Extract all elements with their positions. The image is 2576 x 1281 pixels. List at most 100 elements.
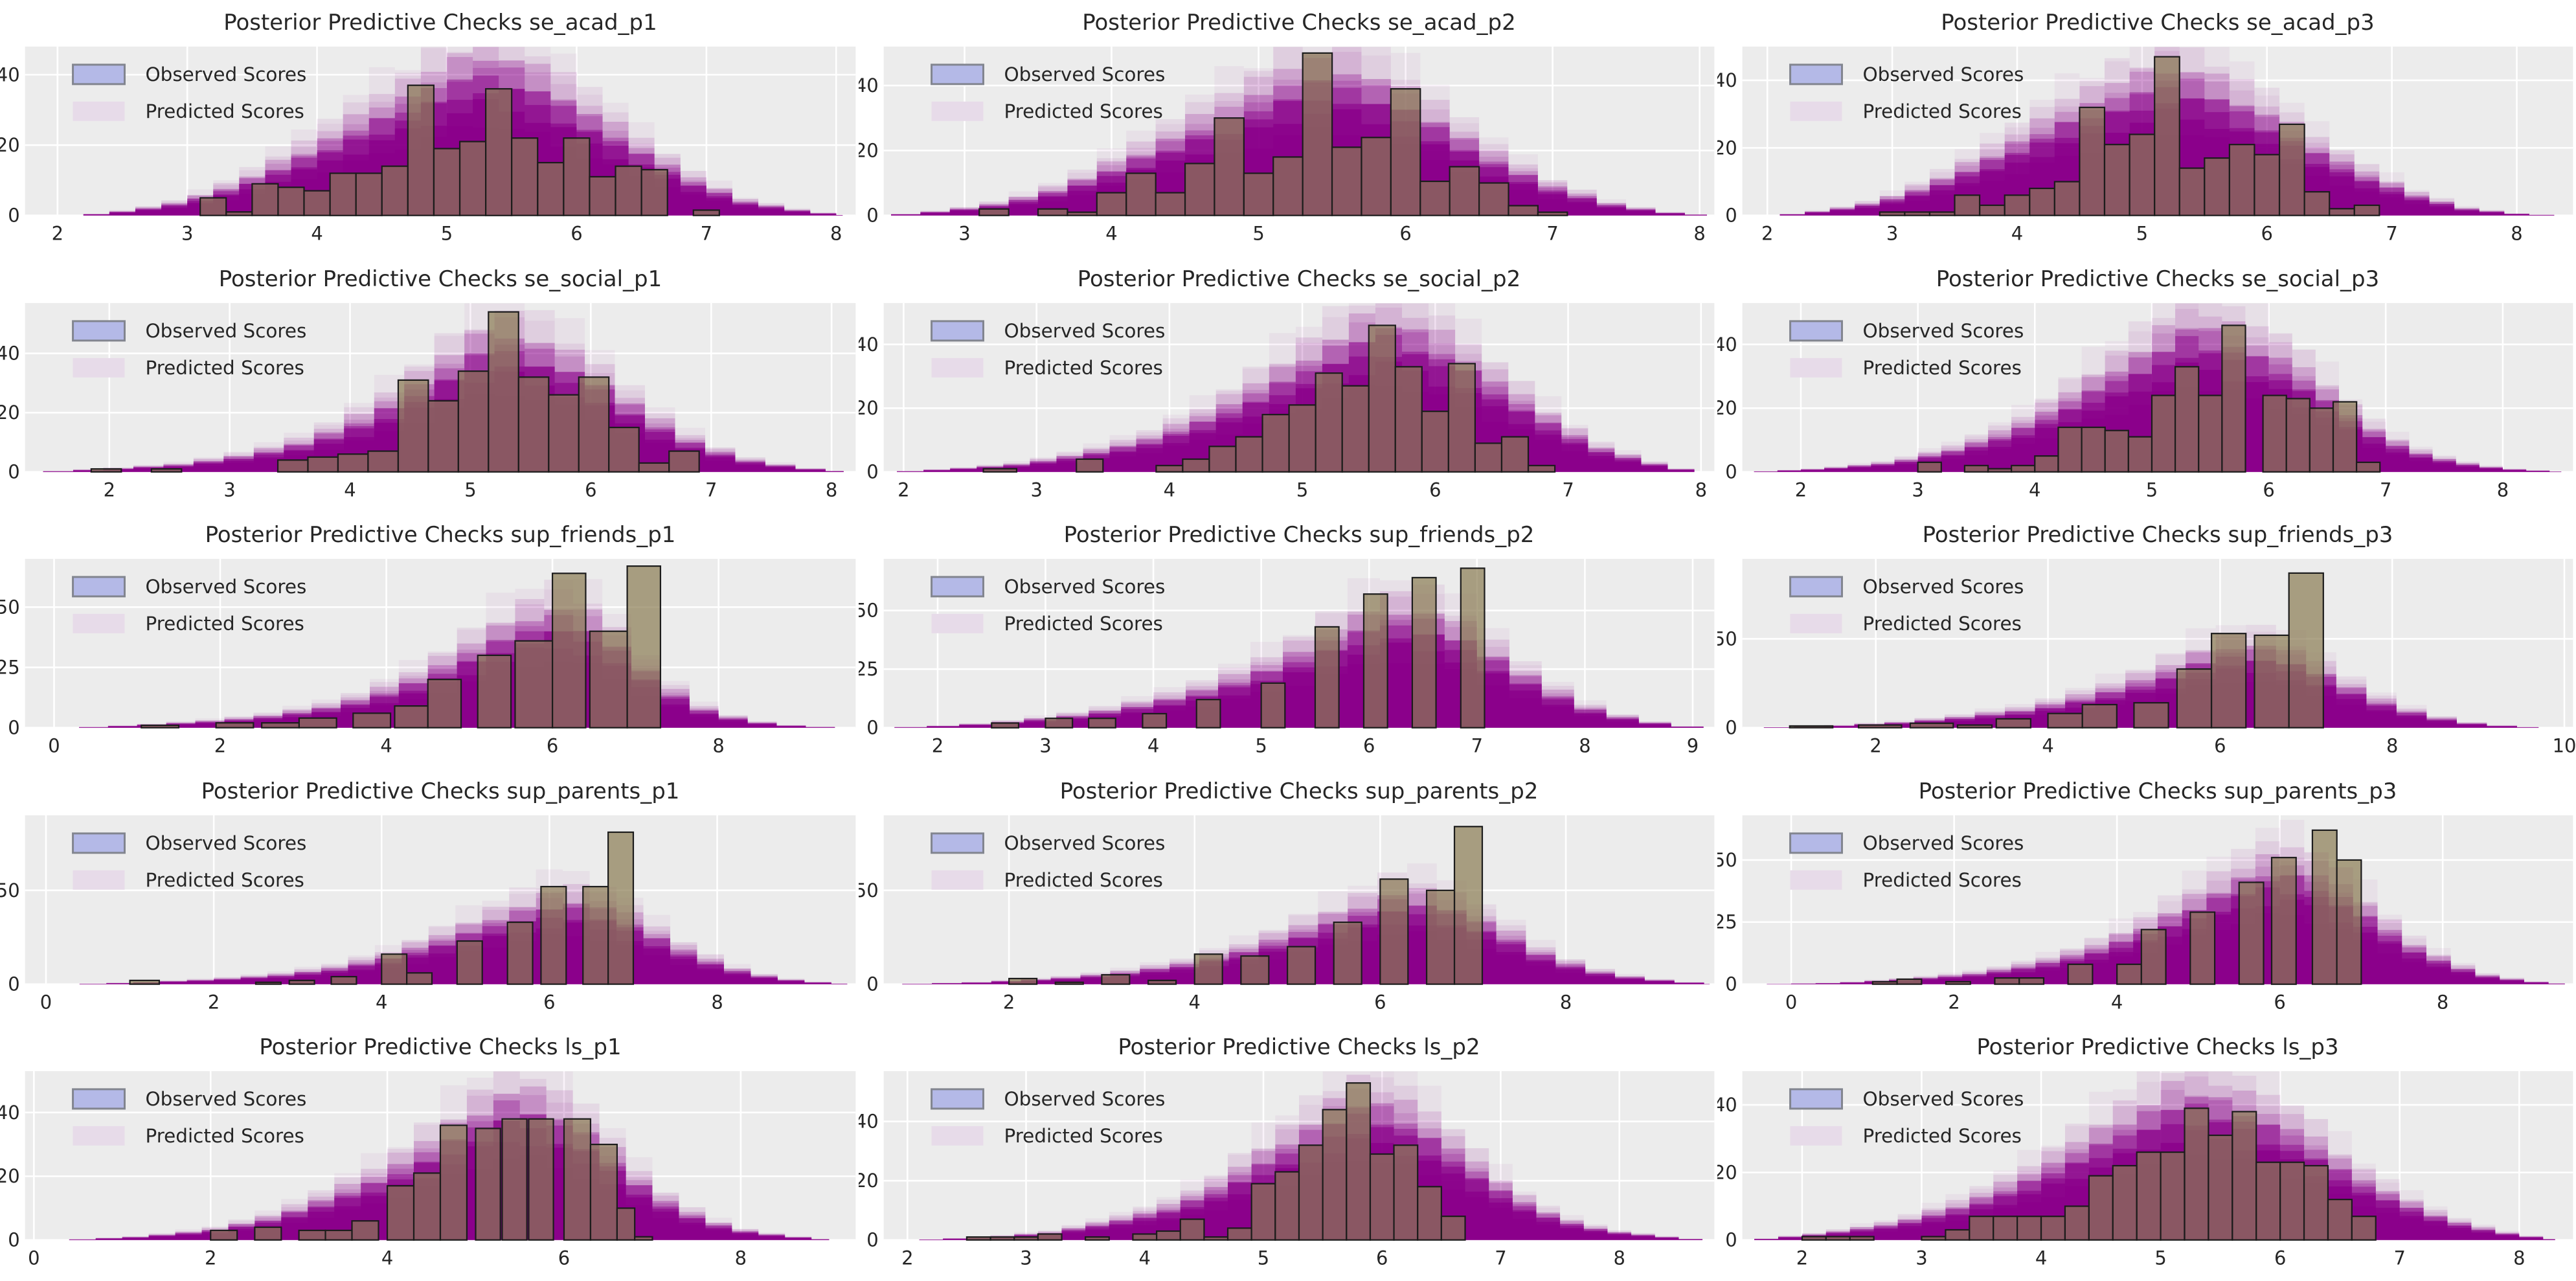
observed-bar bbox=[607, 831, 635, 985]
observed-bar bbox=[2127, 436, 2153, 473]
observed-bar bbox=[1460, 567, 1486, 729]
observed-bar bbox=[351, 1220, 379, 1241]
observed-bar bbox=[1508, 205, 1539, 216]
observed-bar bbox=[1362, 593, 1388, 729]
observed-bar bbox=[552, 572, 587, 729]
observed-bar bbox=[1208, 445, 1237, 473]
x-tick-label: 10 bbox=[2553, 735, 2576, 757]
y-tick-label: 25 bbox=[1717, 911, 1737, 933]
observed-bar bbox=[2303, 191, 2331, 216]
observed-bar bbox=[1527, 464, 1556, 473]
x-tick-label: 4 bbox=[376, 991, 387, 1013]
y-tick-label: 50 bbox=[1717, 628, 1737, 650]
observed-bar bbox=[982, 468, 1018, 473]
x-tick-label: 5 bbox=[1258, 1247, 1269, 1269]
y-tick-label: 40 bbox=[0, 1102, 20, 1124]
legend-observed-swatch bbox=[931, 1088, 984, 1110]
x-tick-label: 6 bbox=[547, 735, 558, 757]
observed-bar bbox=[2112, 1165, 2138, 1241]
observed-bar bbox=[989, 1236, 1015, 1241]
observed-bar bbox=[1896, 978, 1923, 985]
legend-observed-label: Observed Scores bbox=[145, 319, 306, 341]
subplot-cell-sup_parents_p2: Posterior Predictive Checks sup_parents_… bbox=[859, 769, 1717, 1025]
observed-bar bbox=[1379, 878, 1409, 985]
x-tick-label: 2 bbox=[214, 735, 226, 757]
y-tick-label: 40 bbox=[0, 63, 20, 85]
observed-bar bbox=[2254, 153, 2281, 216]
x-tick-label: 4 bbox=[344, 479, 356, 501]
legend-observed-swatch bbox=[72, 576, 126, 598]
observed-bar bbox=[2270, 856, 2297, 985]
observed-bar bbox=[1214, 117, 1245, 216]
subplot-cell-sup_friends_p1: Posterior Predictive Checks sup_friends_… bbox=[0, 512, 859, 769]
x-tick-label: 8 bbox=[1579, 735, 1590, 757]
observed-bar bbox=[638, 462, 670, 473]
subplot-ls_p3: Posterior Predictive Checks ls_p3 0 20 40 2 3… bbox=[1717, 1034, 2573, 1269]
x-tick-label: 4 bbox=[311, 223, 322, 245]
observed-bar bbox=[2034, 455, 2059, 473]
legend-predicted-label: Predicted Scores bbox=[1004, 356, 1162, 378]
observed-bar bbox=[1008, 977, 1038, 985]
x-tick-label: 8 bbox=[1560, 991, 1572, 1013]
legend-predicted-swatch bbox=[1790, 1126, 1842, 1146]
observed-bar bbox=[1425, 889, 1456, 985]
legend-predicted-swatch bbox=[1790, 870, 1842, 890]
y-tick-label: 20 bbox=[859, 397, 879, 419]
x-tick-label: 5 bbox=[1296, 479, 1308, 501]
x-tick-label: 5 bbox=[1255, 735, 1267, 757]
y-tick-label: 0 bbox=[866, 973, 878, 995]
x-tick-label: 4 bbox=[2035, 1247, 2047, 1269]
x-tick-label: 0 bbox=[28, 1247, 40, 1269]
legend-predicted-label: Predicted Scores bbox=[1862, 869, 2021, 891]
plot-title: Posterior Predictive Checks se_social_p2 bbox=[1078, 266, 1520, 292]
observed-bar bbox=[1179, 1218, 1205, 1241]
x-tick-label: 2 bbox=[208, 991, 220, 1013]
plot-title: Posterior Predictive Checks sup_parents_… bbox=[201, 778, 680, 804]
observed-bar bbox=[2329, 208, 2355, 216]
observed-bar bbox=[668, 450, 700, 473]
observed-bar bbox=[1156, 1230, 1181, 1241]
y-tick-label: 20 bbox=[0, 134, 20, 156]
observed-bar bbox=[475, 1128, 501, 1241]
observed-bar bbox=[2336, 859, 2362, 985]
observed-bar bbox=[2011, 464, 2036, 473]
observed-bar bbox=[2154, 56, 2180, 216]
observed-bar bbox=[1857, 724, 1903, 729]
plot-title: Posterior Predictive Checks sup_parents_… bbox=[1919, 778, 2397, 804]
y-tick-label: 25 bbox=[859, 658, 879, 680]
observed-bar bbox=[2238, 881, 2265, 985]
subplot-cell-se_social_p3: Posterior Predictive Checks se_social_p3… bbox=[1717, 256, 2576, 513]
observed-bar bbox=[254, 1227, 282, 1241]
subplot-cell-sup_parents_p3: Posterior Predictive Checks sup_parents_… bbox=[1717, 769, 2576, 1025]
observed-bar bbox=[1298, 1144, 1324, 1241]
legend-observed-swatch bbox=[72, 63, 126, 85]
observed-bar bbox=[2208, 1135, 2233, 1241]
observed-bar bbox=[1849, 1236, 1875, 1241]
observed-bar bbox=[2104, 429, 2129, 473]
y-tick-label: 20 bbox=[0, 402, 20, 424]
observed-bar bbox=[129, 979, 161, 985]
observed-bar bbox=[1921, 1236, 1947, 1241]
x-tick-label: 8 bbox=[1693, 223, 1705, 245]
observed-bar bbox=[1987, 468, 2013, 473]
observed-bar bbox=[2018, 977, 2045, 985]
x-tick-label: 7 bbox=[705, 479, 717, 501]
observed-bar bbox=[2254, 634, 2290, 729]
observed-bar bbox=[488, 311, 519, 473]
observed-bar bbox=[1361, 137, 1392, 216]
observed-bar bbox=[1346, 1082, 1372, 1241]
observed-bar bbox=[2029, 187, 2055, 216]
observed-bar bbox=[2081, 704, 2118, 729]
observed-bar bbox=[1272, 156, 1304, 216]
x-tick-label: 8 bbox=[1614, 1247, 1625, 1269]
observed-bar bbox=[277, 459, 309, 473]
observed-bar bbox=[517, 376, 550, 473]
y-tick-label: 0 bbox=[866, 717, 878, 739]
observed-bar bbox=[1088, 718, 1116, 729]
observed-bar bbox=[1037, 208, 1068, 216]
observed-bar bbox=[477, 654, 512, 729]
observed-bar bbox=[1369, 1153, 1395, 1241]
y-tick-label: 0 bbox=[866, 460, 878, 482]
x-tick-label: 8 bbox=[2511, 223, 2522, 245]
observed-bar bbox=[1054, 981, 1084, 985]
